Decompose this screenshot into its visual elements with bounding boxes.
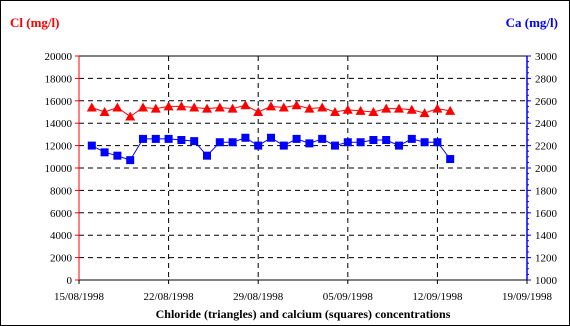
x-tick-label: 12/09/1998: [412, 291, 463, 303]
y-left-tick-label: 8000: [50, 185, 73, 197]
calcium-point: [407, 134, 416, 143]
chloride-point: [278, 102, 289, 112]
chloride-point: [189, 102, 200, 112]
calcium-point: [433, 138, 442, 147]
y-right-tick-label: 1000: [535, 275, 558, 287]
chloride-point: [227, 103, 238, 113]
grid-lines: [79, 56, 527, 280]
chloride-point: [202, 103, 212, 113]
calcium-point: [139, 134, 147, 143]
chloride-point: [163, 101, 174, 111]
y-right-tick-label: 1400: [535, 230, 558, 242]
chloride-point: [253, 107, 264, 116]
chloride-point: [112, 102, 123, 112]
y-right-tick-label: 1800: [535, 185, 558, 197]
calcium-point: [215, 138, 224, 147]
chloride-point: [419, 108, 430, 118]
y-axis-right-label: Ca (mg/l): [506, 15, 558, 30]
chloride-point: [304, 103, 315, 113]
calcium-point: [241, 133, 250, 142]
chloride-point: [445, 105, 456, 115]
chloride-point: [291, 100, 302, 110]
chloride-point: [342, 104, 353, 114]
calcium-point: [292, 134, 301, 143]
calcium-point: [190, 137, 199, 146]
chloride-point: [317, 102, 328, 112]
chloride-point: [176, 101, 187, 111]
y-right-tick-label: 2000: [535, 163, 558, 175]
calcium-point: [164, 134, 173, 143]
calcium-point: [382, 136, 391, 144]
chloride-point: [266, 101, 276, 111]
axes: 0 2000 4000 6000 8000 10000 12000 14000 16000 180…: [45, 51, 558, 303]
calcium-point: [305, 139, 314, 148]
y-axis-left-label: Cl (mg/l): [10, 15, 59, 30]
calcium-point: [331, 141, 339, 150]
y-right-tick-label: 2200: [535, 141, 558, 153]
calcium-point: [254, 141, 263, 150]
y-left-tick-label: 0: [67, 275, 73, 287]
chloride-point: [86, 102, 97, 112]
calcium-point: [151, 134, 160, 143]
chloride-point: [355, 105, 366, 115]
y-left-tick-label: 6000: [50, 208, 73, 220]
y-left-tick-label: 16000: [45, 96, 73, 108]
calcium-point: [267, 133, 275, 142]
chloride-point: [125, 111, 136, 121]
calcium-point: [356, 138, 365, 147]
calcium-point: [228, 138, 237, 147]
chloride-point: [150, 103, 161, 113]
y-left-tick-label: 2000: [50, 253, 73, 265]
calcium-point: [279, 141, 288, 150]
y-left-tick-label: 12000: [45, 141, 73, 153]
chloride-point: [330, 107, 340, 116]
calcium-point: [420, 138, 429, 147]
chloride-point: [99, 107, 110, 116]
x-tick-label: 05/09/1998: [323, 291, 374, 303]
data-marks: [86, 100, 456, 165]
calcium-point: [395, 141, 403, 150]
calcium-point: [87, 141, 96, 150]
y-right-tick-label: 1600: [535, 208, 558, 220]
chart-caption: Chloride (triangles) and calcium (square…: [156, 307, 451, 321]
x-tick-label: 15/08/1998: [54, 291, 105, 303]
calcium-point: [203, 151, 211, 160]
calcium-point: [126, 156, 135, 165]
y-left-tick-label: 10000: [45, 163, 73, 175]
x-tick-label: 22/08/1998: [144, 291, 195, 303]
chloride-point: [214, 102, 225, 112]
calcium-point: [318, 134, 327, 143]
y-left-tick-label: 20000: [45, 51, 73, 63]
calcium-point: [446, 155, 455, 164]
chloride-point: [240, 100, 251, 110]
chloride-point: [432, 103, 443, 113]
calcium-point: [177, 136, 186, 144]
calcium-point: [343, 138, 352, 147]
x-tick-label: 29/08/1998: [233, 291, 284, 303]
y-right-tick-label: 3000: [535, 51, 558, 63]
y-right-tick-label: 2800: [535, 73, 558, 85]
y-left-tick-label: 4000: [50, 230, 73, 242]
chloride-point: [394, 103, 404, 113]
chloride-point: [138, 102, 148, 112]
y-right-tick-label: 2400: [535, 118, 558, 130]
chloride-point: [368, 107, 379, 116]
y-left-tick-label: 18000: [45, 73, 73, 85]
chloride-point: [406, 104, 417, 114]
chloride-point: [381, 103, 392, 113]
calcium-point: [113, 151, 122, 160]
calcium-point: [100, 148, 109, 157]
y-left-tick-label: 14000: [45, 118, 73, 130]
y-right-tick-label: 2600: [535, 96, 558, 108]
calcium-point: [369, 136, 378, 144]
x-tick-label: 19/09/1998: [502, 291, 553, 303]
y-right-tick-label: 1200: [535, 253, 558, 265]
